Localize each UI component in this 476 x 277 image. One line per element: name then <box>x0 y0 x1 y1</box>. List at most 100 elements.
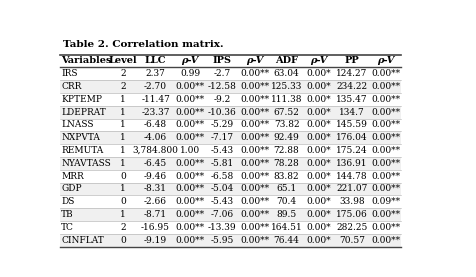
Text: 234.22: 234.22 <box>336 82 367 91</box>
Bar <box>60 119 400 131</box>
Text: -10.36: -10.36 <box>208 108 236 117</box>
Text: -11.47: -11.47 <box>141 95 169 104</box>
Text: 0.00**: 0.00** <box>239 159 268 168</box>
Text: 0.00**: 0.00** <box>371 95 400 104</box>
Text: 78.28: 78.28 <box>273 159 299 168</box>
Text: 164.51: 164.51 <box>270 223 302 232</box>
Text: ADF: ADF <box>275 57 298 65</box>
Text: 0.00**: 0.00** <box>175 197 204 206</box>
Text: 1: 1 <box>119 133 126 142</box>
Text: 136.91: 136.91 <box>336 159 367 168</box>
Text: 2: 2 <box>120 82 125 91</box>
Text: 0.00*: 0.00* <box>306 236 330 245</box>
Text: 0.00**: 0.00** <box>371 184 400 193</box>
Text: LLC: LLC <box>145 57 166 65</box>
Bar <box>60 144 400 157</box>
Bar <box>60 80 400 93</box>
Text: KPTEMP: KPTEMP <box>61 95 102 104</box>
Text: -5.43: -5.43 <box>210 146 233 155</box>
Text: 70.57: 70.57 <box>338 236 364 245</box>
Text: 2: 2 <box>120 69 125 78</box>
Text: 1: 1 <box>119 95 126 104</box>
Text: 134.7: 134.7 <box>338 108 364 117</box>
Text: 145.59: 145.59 <box>336 120 367 129</box>
Text: 0.00*: 0.00* <box>306 108 330 117</box>
Text: -5.43: -5.43 <box>210 197 233 206</box>
Text: 0.00**: 0.00** <box>371 223 400 232</box>
Text: 0.00**: 0.00** <box>175 120 204 129</box>
Text: 92.49: 92.49 <box>273 133 299 142</box>
Text: 0.00**: 0.00** <box>239 184 268 193</box>
Text: -7.17: -7.17 <box>210 133 233 142</box>
Text: 0.00**: 0.00** <box>239 133 268 142</box>
Text: 3,784.800: 3,784.800 <box>132 146 178 155</box>
Text: 0.00**: 0.00** <box>371 120 400 129</box>
Text: 67.52: 67.52 <box>273 108 299 117</box>
Text: 0.00*: 0.00* <box>306 82 330 91</box>
Text: 2.37: 2.37 <box>145 69 165 78</box>
Text: 0.00*: 0.00* <box>306 69 330 78</box>
Bar <box>60 55 400 67</box>
Bar <box>60 195 400 208</box>
Text: Level: Level <box>109 57 137 65</box>
Text: -9.46: -9.46 <box>144 172 167 181</box>
Text: 125.33: 125.33 <box>270 82 302 91</box>
Text: 0.00**: 0.00** <box>239 223 268 232</box>
Bar <box>60 131 400 144</box>
Text: 0.00**: 0.00** <box>371 133 400 142</box>
Text: -5.81: -5.81 <box>210 159 233 168</box>
Text: -8.71: -8.71 <box>144 210 167 219</box>
Text: 175.24: 175.24 <box>336 146 367 155</box>
Text: 282.25: 282.25 <box>336 223 367 232</box>
Text: 0.00**: 0.00** <box>175 159 204 168</box>
Text: -2.70: -2.70 <box>144 82 167 91</box>
Text: 89.5: 89.5 <box>276 210 296 219</box>
Text: 73.82: 73.82 <box>273 120 299 129</box>
Text: -2.7: -2.7 <box>213 69 230 78</box>
Text: -6.45: -6.45 <box>144 159 167 168</box>
Text: ρ-V: ρ-V <box>245 57 263 65</box>
Text: 65.1: 65.1 <box>276 184 296 193</box>
Text: 83.82: 83.82 <box>273 172 299 181</box>
Text: 124.27: 124.27 <box>336 69 367 78</box>
Text: -5.29: -5.29 <box>210 120 233 129</box>
Text: 1: 1 <box>119 120 126 129</box>
Text: 0.00**: 0.00** <box>175 95 204 104</box>
Text: 0.00*: 0.00* <box>306 197 330 206</box>
Bar <box>60 183 400 195</box>
Text: 0.00**: 0.00** <box>371 172 400 181</box>
Text: 0.00**: 0.00** <box>239 69 268 78</box>
Text: 111.38: 111.38 <box>270 95 302 104</box>
Bar <box>60 221 400 234</box>
Text: 1: 1 <box>119 210 126 219</box>
Text: 0.00**: 0.00** <box>239 210 268 219</box>
Text: -23.37: -23.37 <box>141 108 169 117</box>
Text: -4.06: -4.06 <box>144 133 167 142</box>
Bar <box>60 234 400 247</box>
Text: 0.00*: 0.00* <box>306 210 330 219</box>
Text: -6.48: -6.48 <box>144 120 167 129</box>
Text: 0.00**: 0.00** <box>239 172 268 181</box>
Text: CINFLAT: CINFLAT <box>61 236 104 245</box>
Text: -2.66: -2.66 <box>144 197 167 206</box>
Text: Table 2. Correlation matrix.: Table 2. Correlation matrix. <box>63 40 223 49</box>
Bar <box>60 170 400 183</box>
Text: -12.58: -12.58 <box>208 82 236 91</box>
Text: 0.00*: 0.00* <box>306 120 330 129</box>
Text: 2: 2 <box>120 223 125 232</box>
Text: 0.00**: 0.00** <box>239 95 268 104</box>
Text: 0.09**: 0.09** <box>371 197 400 206</box>
Text: TB: TB <box>61 210 74 219</box>
Text: 0.00*: 0.00* <box>306 159 330 168</box>
Text: NXPVTA: NXPVTA <box>61 133 100 142</box>
Text: 221.07: 221.07 <box>336 184 367 193</box>
Text: NYAVTASS: NYAVTASS <box>61 159 110 168</box>
Text: -7.06: -7.06 <box>210 210 233 219</box>
Text: -9.2: -9.2 <box>213 95 230 104</box>
Text: 0.00**: 0.00** <box>175 172 204 181</box>
Text: ρ-V: ρ-V <box>309 57 327 65</box>
Text: IRS: IRS <box>61 69 78 78</box>
Text: -5.04: -5.04 <box>210 184 233 193</box>
Text: 0.00**: 0.00** <box>239 197 268 206</box>
Text: PP: PP <box>344 57 358 65</box>
